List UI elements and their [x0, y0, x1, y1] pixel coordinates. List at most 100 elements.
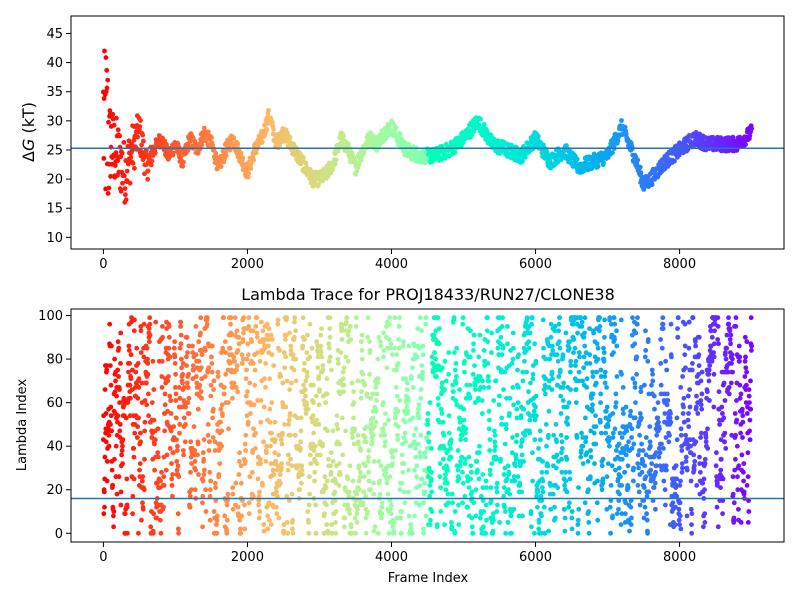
data-point [428, 446, 434, 451]
data-point [117, 422, 123, 427]
data-point [727, 337, 733, 342]
data-point [567, 369, 573, 375]
data-point [304, 374, 310, 379]
data-point [435, 315, 441, 321]
data-point [626, 439, 631, 445]
data-point [603, 430, 609, 436]
data-point [263, 385, 268, 390]
data-point [196, 358, 202, 364]
data-point [293, 356, 299, 362]
data-point [578, 315, 583, 321]
data-point [575, 517, 581, 523]
data-point [190, 343, 195, 349]
data-point [475, 467, 480, 473]
data-point [533, 413, 539, 419]
data-point [108, 382, 114, 388]
data-point [382, 443, 388, 449]
data-point [580, 378, 585, 384]
data-point [675, 326, 680, 331]
data-point [481, 509, 487, 514]
data-point [480, 378, 485, 384]
data-point [349, 380, 355, 386]
data-point [132, 430, 138, 436]
data-point [235, 504, 241, 510]
data-point [392, 415, 398, 421]
data-point [215, 374, 221, 379]
data-point [133, 369, 139, 375]
data-point [146, 391, 151, 397]
data-point [401, 339, 406, 345]
data-point [403, 376, 409, 382]
data-point [149, 158, 155, 164]
data-point [648, 443, 653, 449]
data-point [715, 524, 721, 530]
data-point [423, 454, 428, 460]
data-point [740, 413, 746, 419]
data-point [145, 168, 151, 174]
data-point [312, 443, 318, 449]
data-point [696, 352, 702, 358]
data-point [235, 389, 241, 395]
data-point [283, 337, 288, 342]
data-point [192, 448, 198, 453]
data-point [375, 356, 381, 362]
data-point [529, 315, 535, 321]
data-point [365, 334, 371, 340]
data-point [415, 441, 421, 447]
data-point [303, 393, 308, 399]
data-point [244, 367, 249, 373]
data-point [169, 461, 174, 466]
data-point [572, 345, 578, 351]
data-point [439, 380, 445, 386]
data-point [702, 511, 708, 517]
data-point [658, 337, 663, 342]
data-point [448, 446, 453, 451]
data-point [101, 156, 107, 161]
data-point [195, 406, 201, 412]
data-point [315, 365, 321, 371]
data-point [738, 430, 743, 436]
data-point [224, 517, 230, 523]
data-point [172, 354, 178, 360]
data-point [160, 324, 165, 329]
data-point [453, 398, 459, 403]
data-point [403, 439, 408, 445]
data-point [266, 108, 271, 113]
data-point [243, 376, 249, 382]
data-point [392, 345, 397, 351]
data-point [240, 155, 246, 161]
data-point [657, 450, 663, 456]
x-tick-label: 8000 [663, 550, 696, 565]
data-point [637, 432, 642, 438]
data-point [683, 365, 688, 371]
data-point [138, 439, 144, 445]
data-point [371, 480, 376, 486]
data-point [434, 522, 440, 527]
data-point [247, 474, 253, 480]
data-point [465, 504, 470, 510]
data-point [586, 520, 592, 525]
data-point [233, 480, 239, 486]
data-point [702, 461, 708, 466]
data-point [565, 422, 571, 427]
data-point [712, 341, 717, 347]
data-point [323, 485, 329, 490]
data-point [110, 111, 116, 117]
data-point [310, 413, 316, 419]
data-point [184, 380, 190, 386]
data-point [328, 463, 333, 469]
data-point [664, 467, 669, 473]
data-point [175, 443, 180, 449]
data-point [678, 432, 684, 438]
data-point [225, 491, 231, 497]
data-point [406, 489, 412, 495]
data-point [340, 376, 346, 382]
data-point [193, 374, 199, 379]
data-point [587, 352, 593, 358]
data-point [302, 361, 307, 366]
top-x-ticks: 0 2000 4000 6000 8000 [99, 249, 696, 272]
data-point [326, 341, 332, 347]
data-point [334, 422, 340, 427]
data-point [388, 341, 394, 347]
data-point [681, 404, 686, 410]
